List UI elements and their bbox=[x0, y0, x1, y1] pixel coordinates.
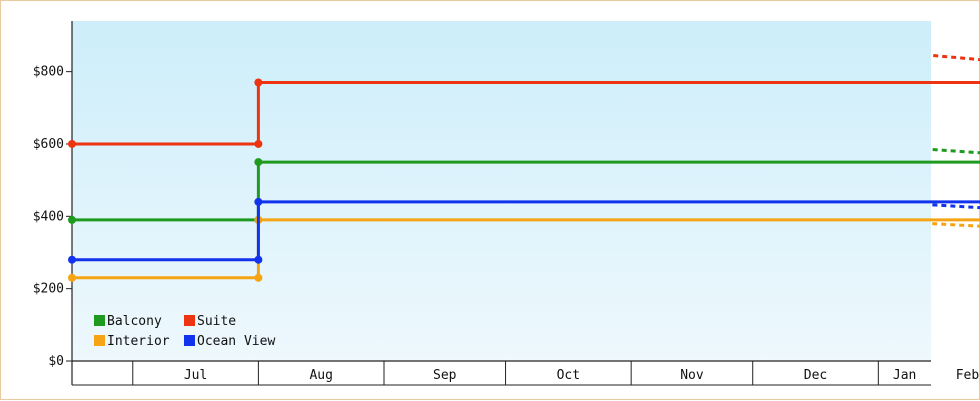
legend-label-interior: Interior bbox=[107, 334, 170, 349]
x-tick-label: Aug bbox=[309, 368, 332, 383]
legend-label-ocean-view: Ocean View bbox=[197, 334, 275, 349]
interior-point bbox=[68, 273, 76, 282]
balcony-forecast-line bbox=[930, 147, 980, 155]
x-tick-label: Dec bbox=[804, 368, 827, 383]
balcony-point bbox=[254, 158, 263, 167]
y-tick-label: $200 bbox=[33, 282, 64, 297]
interior-forecast-line bbox=[930, 222, 980, 228]
x-tick-label: Feb bbox=[956, 368, 980, 383]
y-tick-label: $0 bbox=[48, 354, 64, 369]
y-tick-label: $600 bbox=[33, 137, 64, 152]
legend-label-balcony: Balcony bbox=[107, 314, 162, 329]
ocean-view-point bbox=[254, 255, 263, 264]
x-tick-label: Jul bbox=[184, 368, 207, 383]
legend-swatch-ocean-view bbox=[184, 335, 195, 346]
suite-history-line bbox=[72, 80, 980, 146]
y-tick-label: $800 bbox=[33, 65, 64, 80]
legend-swatch-balcony bbox=[94, 315, 105, 326]
x-tick-label: Jan bbox=[893, 368, 916, 383]
legend-swatch-suite bbox=[184, 315, 195, 326]
balcony-point bbox=[68, 215, 76, 224]
balcony-history-line bbox=[72, 160, 980, 222]
plot-background bbox=[72, 21, 931, 361]
ocean-view-point bbox=[68, 255, 76, 264]
x-tick-label: Sep bbox=[433, 368, 457, 383]
interior-point bbox=[254, 273, 263, 282]
x-tick-label: Oct bbox=[557, 368, 580, 383]
ocean-view-point bbox=[254, 197, 263, 206]
x-tick-label: Nov bbox=[680, 368, 704, 383]
suite-point bbox=[68, 139, 76, 148]
legend-swatch-interior bbox=[94, 335, 105, 346]
suite-point bbox=[254, 139, 263, 148]
suite-forecast-line bbox=[930, 53, 980, 62]
ocean-view-history-line bbox=[72, 200, 980, 262]
legend-label-suite: Suite bbox=[197, 314, 236, 329]
y-tick-label: $400 bbox=[33, 209, 64, 224]
suite-point bbox=[254, 78, 263, 87]
